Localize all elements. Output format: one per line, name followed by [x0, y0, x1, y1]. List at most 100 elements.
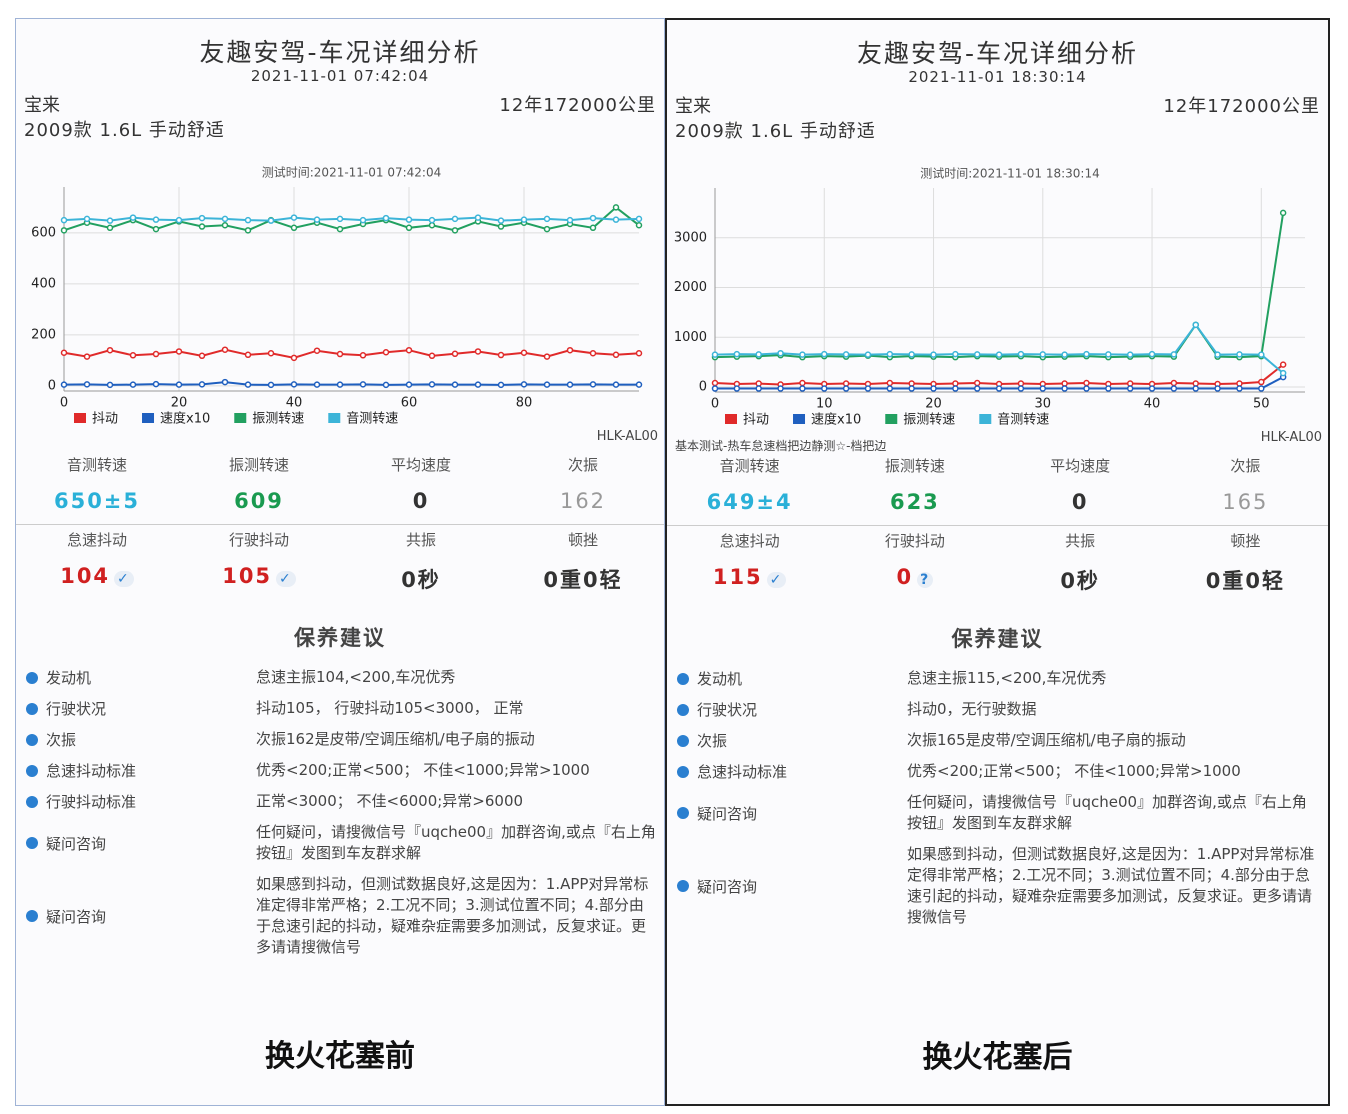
- metric-value: 115: [712, 565, 763, 589]
- point: [313, 347, 321, 354]
- point: [152, 350, 160, 358]
- point: [1017, 350, 1025, 358]
- point: [973, 351, 981, 358]
- metrics-row: 怠速抖动 115 ✓ 行驶抖动 0? 共振 0秒 顿挫 0重0轻: [667, 530, 1328, 595]
- chart-subtitle: 测试时间:2021-11-01 07:42:04: [262, 165, 442, 180]
- divider: [16, 524, 664, 525]
- x-tick-label: 40: [286, 396, 303, 411]
- metric: 怠速抖动 104 ✓: [16, 529, 178, 594]
- point: [1083, 379, 1090, 387]
- series-line: [63, 206, 640, 232]
- point: [359, 381, 367, 388]
- point: [543, 225, 551, 233]
- advice-label: 疑问咨询: [26, 874, 256, 958]
- point: [777, 385, 784, 392]
- point: [755, 385, 762, 392]
- point: [221, 222, 229, 229]
- point: [267, 350, 275, 357]
- metric-value-wrap: 0秒: [340, 564, 502, 594]
- metric-value: 104: [60, 564, 111, 588]
- point: [612, 204, 620, 211]
- advice-item: 行驶状况 抖动105， 行驶抖动105<3000， 正常: [26, 698, 656, 719]
- point: [1279, 369, 1287, 377]
- metrics-row: 音测转速 649±4 振测转速 623 平均速度 0 次振 165: [667, 455, 1328, 514]
- advice-list: 发动机 怠速主振104,<200,车况优秀 行驶状况 抖动105， 行驶抖动105<3…: [26, 667, 656, 968]
- series-line: [63, 216, 640, 222]
- y-tick-label: 200: [31, 327, 56, 342]
- point: [129, 214, 137, 221]
- series-line: [714, 323, 1284, 374]
- advice-item: 行驶抖动标准 正常<3000； 不佳<6000;异常>6000: [26, 791, 656, 812]
- metric: 平均速度 0: [998, 455, 1163, 514]
- device: HLK-AL00: [1260, 430, 1322, 445]
- point: [1061, 351, 1068, 358]
- car: 宝来: [24, 95, 60, 116]
- point: [290, 381, 298, 388]
- point: [1039, 351, 1047, 358]
- advice-item: 次振 次振162是皮带/空调压缩机/电子扇的振动: [26, 729, 656, 750]
- metric-value: 0重0轻: [1205, 569, 1285, 593]
- point: [497, 217, 505, 224]
- advice-item: 怠速抖动标准 优秀<200;正常<500； 不佳<1000;异常>1000: [26, 760, 656, 781]
- advice-label: 疑问咨询: [26, 822, 256, 864]
- point: [106, 224, 114, 232]
- legend-swatch: [328, 413, 341, 423]
- legend-swatch: [979, 414, 992, 424]
- model: 2009款 1.6L 手动舒适: [24, 120, 225, 141]
- point: [290, 354, 298, 362]
- point: [543, 353, 551, 360]
- point: [405, 224, 413, 232]
- y-tick-label: 3000: [674, 230, 707, 245]
- metric-value-wrap: 0重0轻: [502, 564, 664, 594]
- status-mark: ?: [917, 572, 934, 588]
- point: [244, 227, 252, 234]
- metric: 音测转速 649±4: [667, 455, 832, 514]
- legend-label: 抖动: [743, 413, 769, 428]
- chart: 测试时间:2021-11-01 07:42:04 0 200 400 600 0 20 40 6…: [31, 165, 643, 427]
- metric-value: 0: [896, 565, 914, 589]
- x-tick-label: 60: [401, 396, 418, 411]
- advice-label: 发动机: [26, 667, 256, 688]
- x-tick-label: 20: [171, 396, 188, 411]
- point: [1105, 385, 1112, 392]
- advice-list: 发动机 怠速主振115,<200,车况优秀 行驶状况 抖动0，无行驶数据 次振 次振165…: [677, 668, 1320, 938]
- point: [497, 351, 505, 359]
- point: [864, 385, 872, 392]
- point: [221, 346, 229, 353]
- point: [842, 351, 850, 358]
- point: [152, 225, 160, 233]
- point: [886, 350, 894, 358]
- metric-value: 0秒: [1060, 569, 1100, 593]
- point: [313, 381, 321, 388]
- metric: 顿挫 0重0轻: [1163, 530, 1328, 595]
- metric-label: 怠速抖动: [66, 531, 127, 549]
- point: [129, 381, 137, 388]
- metric: 共振 0秒: [998, 530, 1163, 595]
- advice-label: 次振: [677, 730, 907, 751]
- point: [711, 385, 719, 392]
- point: [83, 381, 91, 388]
- point: [543, 215, 551, 223]
- metric-value: 649±4: [706, 490, 793, 514]
- caption: 换火花塞后: [922, 1040, 1073, 1075]
- point: [382, 214, 390, 222]
- point: [635, 215, 643, 223]
- point: [930, 351, 937, 358]
- point: [152, 380, 160, 388]
- point: [520, 381, 528, 388]
- point: [1148, 385, 1156, 392]
- y-tick-label: 2000: [674, 280, 707, 295]
- title: 友趣安驾-车况详细分析: [199, 38, 481, 67]
- legend-label: 振测转速: [903, 413, 955, 428]
- mileage: 12年172000公里: [1163, 96, 1320, 117]
- point: [589, 350, 597, 357]
- point: [106, 217, 114, 224]
- metric-label: 共振: [1065, 532, 1096, 550]
- point: [336, 381, 344, 388]
- point: [497, 381, 505, 389]
- point: [777, 349, 784, 357]
- metric-value: 0: [1071, 490, 1089, 514]
- point: [1236, 385, 1243, 392]
- x-tick-label: 20: [925, 397, 942, 412]
- point: [612, 216, 620, 223]
